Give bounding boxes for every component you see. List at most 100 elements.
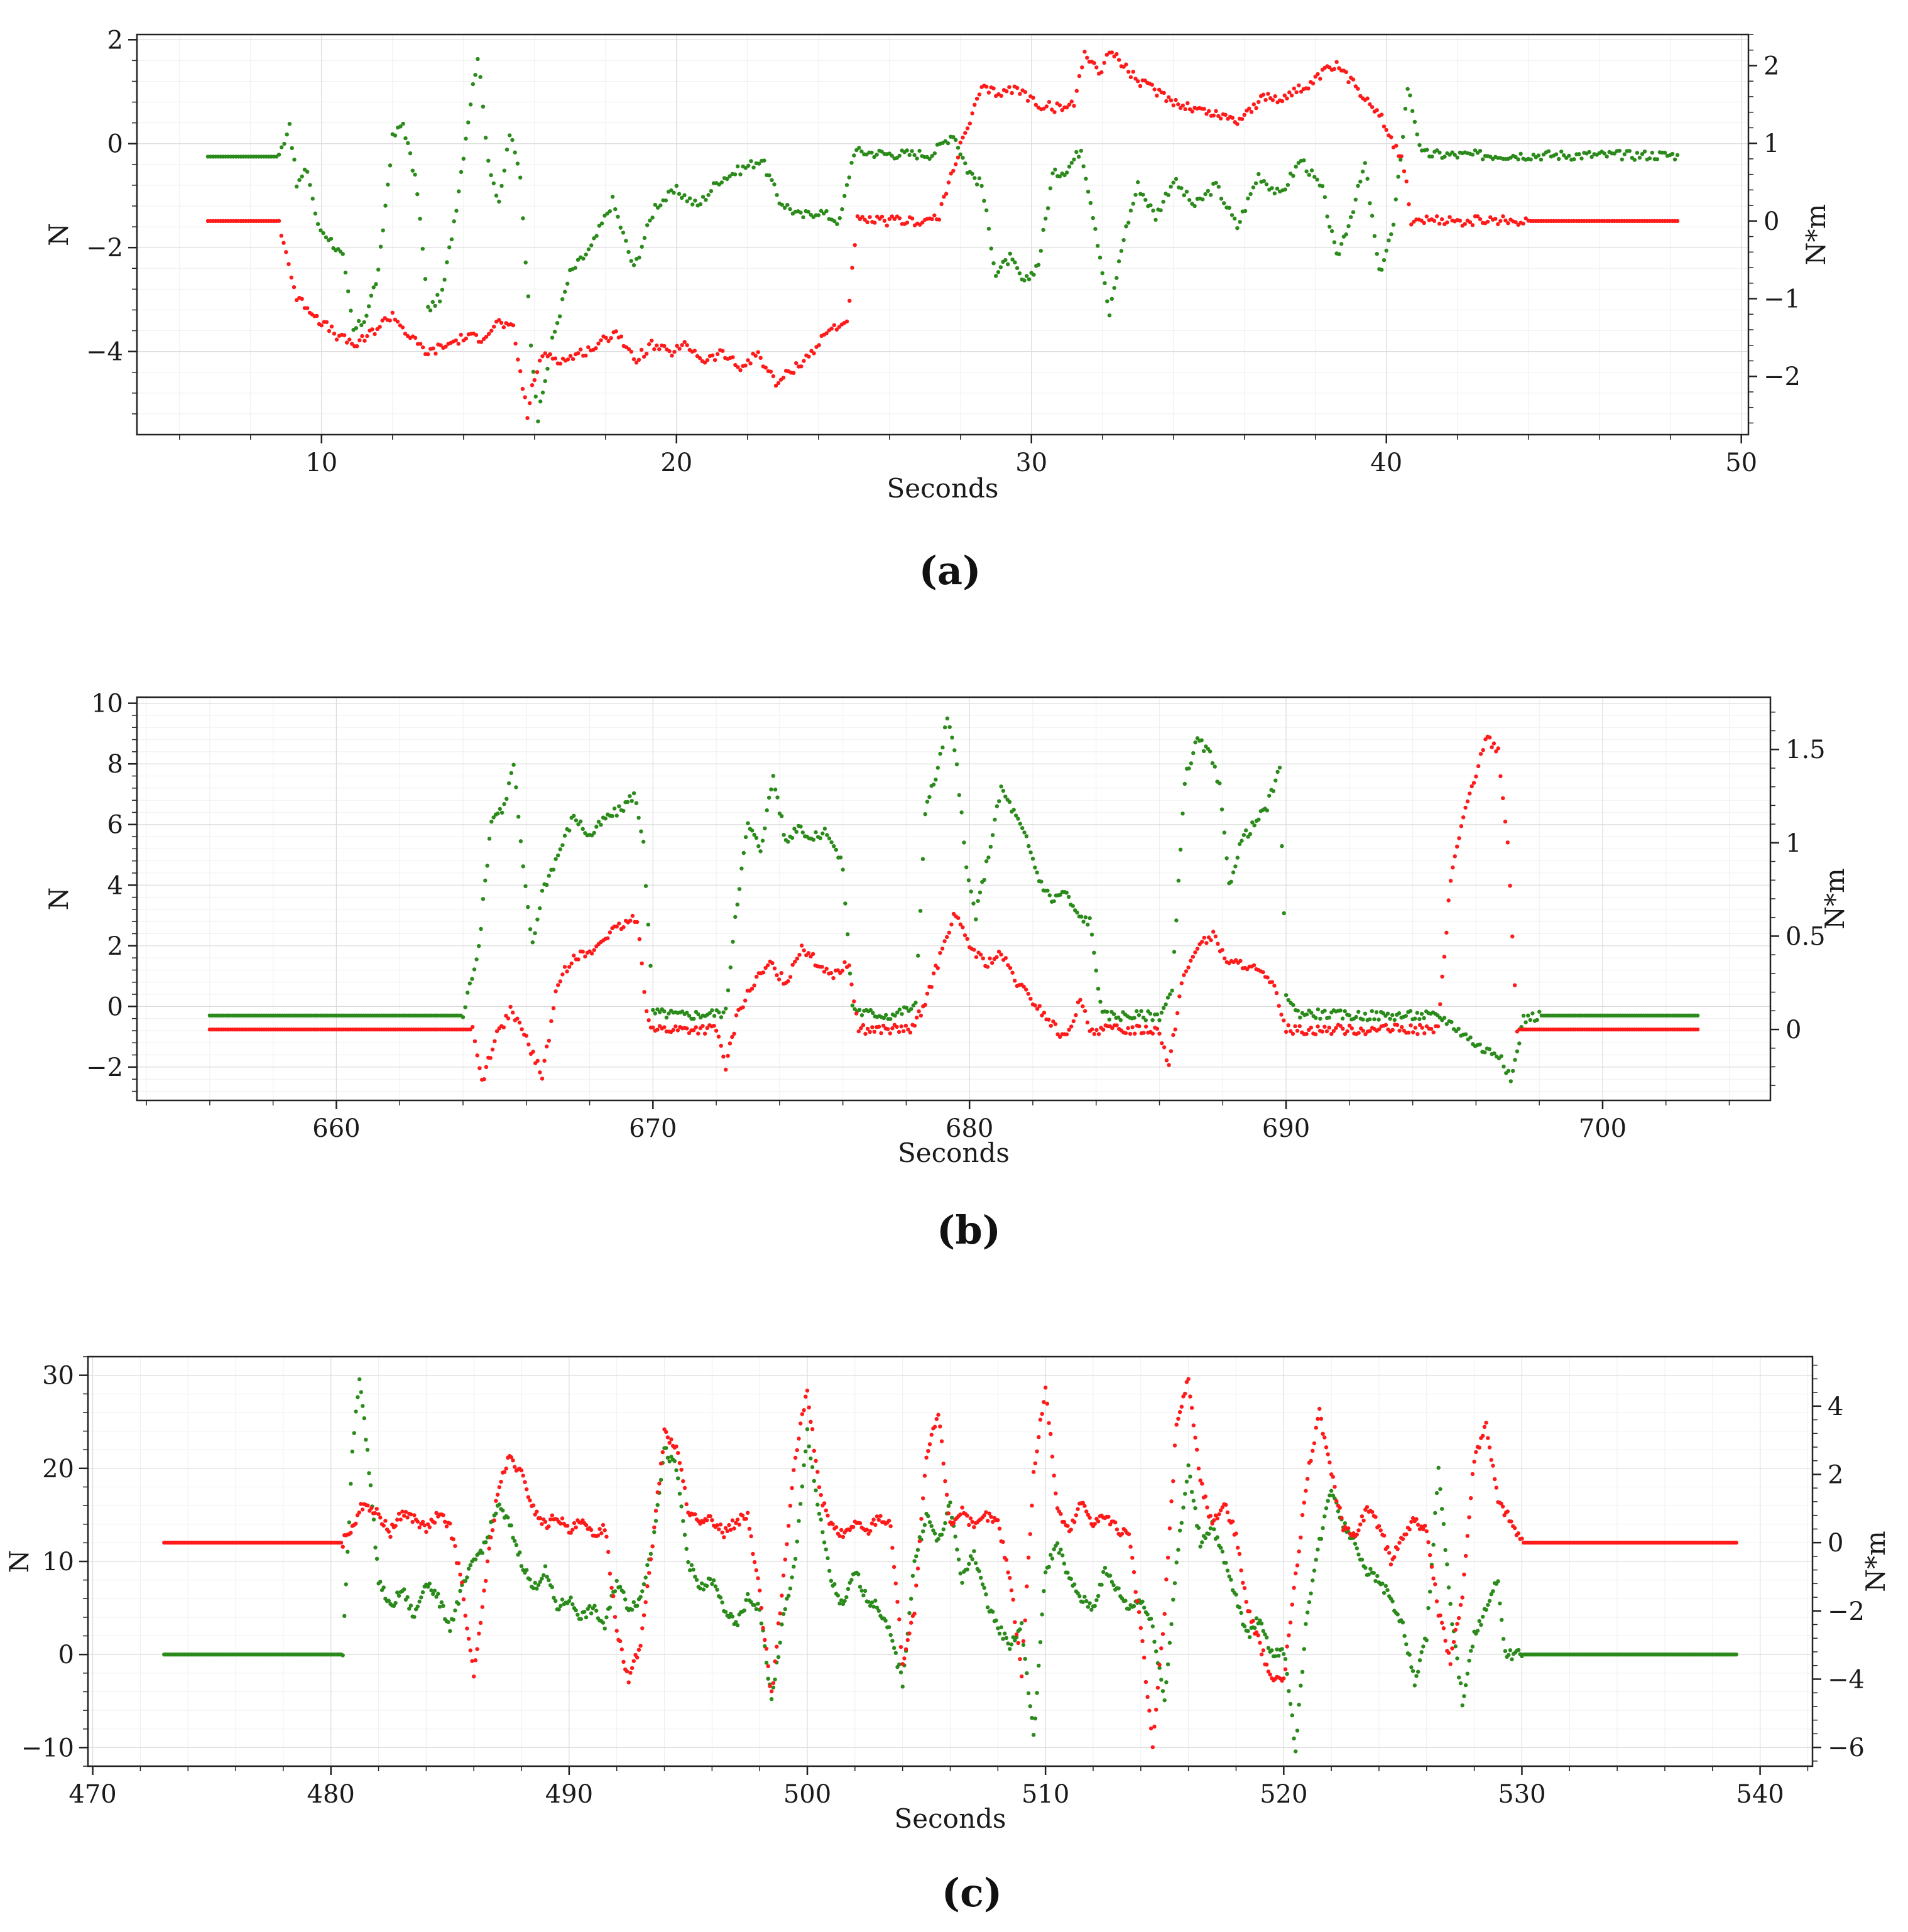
data-point <box>994 274 998 278</box>
data-point <box>1470 153 1475 157</box>
data-point <box>999 952 1003 957</box>
data-point <box>1447 153 1452 157</box>
data-point <box>596 1533 601 1538</box>
data-point <box>758 355 763 360</box>
data-point <box>741 850 746 855</box>
data-point <box>984 84 989 89</box>
data-point <box>986 855 991 860</box>
data-point <box>944 192 949 196</box>
data-point <box>1419 1012 1424 1016</box>
data-point <box>937 217 942 222</box>
data-point <box>776 1655 781 1659</box>
data-point <box>974 97 979 101</box>
data-point <box>1069 1577 1074 1581</box>
data-point <box>1437 221 1442 226</box>
data-point <box>1104 53 1109 57</box>
data-point <box>1042 1400 1046 1404</box>
y-left-tick-label: 8 <box>107 750 123 779</box>
data-point <box>868 1007 873 1012</box>
data-point <box>1193 1435 1197 1440</box>
data-point <box>514 785 518 790</box>
data-point <box>1081 920 1086 924</box>
data-point <box>746 358 750 362</box>
data-point <box>1309 1458 1313 1463</box>
data-point <box>470 1024 475 1029</box>
data-point <box>1424 1638 1429 1642</box>
data-point <box>1235 226 1240 231</box>
data-point <box>1032 273 1036 277</box>
data-point <box>1372 234 1377 239</box>
data-point <box>386 1529 391 1534</box>
data-point <box>1202 935 1207 940</box>
data-point <box>705 1583 709 1588</box>
data-point <box>884 1012 888 1018</box>
data-point <box>1053 1022 1058 1026</box>
data-point <box>1337 252 1341 256</box>
data-point <box>1173 1027 1177 1032</box>
data-point <box>1470 1644 1475 1649</box>
data-point <box>842 1598 847 1604</box>
data-point <box>996 1626 1000 1631</box>
data-point <box>1675 219 1680 224</box>
data-point <box>783 1607 788 1612</box>
data-point <box>1520 1536 1524 1541</box>
data-point <box>1432 219 1437 223</box>
data-point <box>999 1625 1003 1630</box>
data-point <box>662 1009 667 1014</box>
data-point <box>366 304 371 308</box>
data-point <box>1055 1541 1060 1546</box>
data-point <box>426 352 430 357</box>
data-point <box>619 1647 624 1652</box>
data-point <box>829 327 834 331</box>
data-point <box>1469 1496 1473 1501</box>
data-point <box>1076 1591 1080 1595</box>
data-point <box>967 1522 971 1528</box>
data-point <box>1306 86 1311 90</box>
data-point <box>570 357 575 361</box>
data-point <box>536 419 540 424</box>
data-point <box>1177 1410 1182 1414</box>
data-point <box>870 1600 875 1605</box>
data-point <box>908 1030 913 1035</box>
data-point <box>1235 855 1240 860</box>
data-point <box>1042 1589 1046 1593</box>
data-point <box>1238 220 1242 224</box>
data-point <box>866 1600 871 1604</box>
data-point <box>349 1482 353 1486</box>
data-point <box>855 214 860 219</box>
data-point <box>897 1617 902 1622</box>
y-left-axis-label: N <box>43 887 74 911</box>
data-point <box>719 1015 724 1019</box>
data-point <box>1627 149 1632 153</box>
y-right-tick-label: −4 <box>1828 1665 1865 1694</box>
data-point <box>1116 259 1121 264</box>
data-point <box>1635 151 1640 155</box>
data-point <box>959 810 964 815</box>
data-point <box>520 386 525 391</box>
data-point <box>898 1645 903 1649</box>
data-point <box>1579 156 1584 161</box>
data-point <box>617 921 621 926</box>
data-point <box>859 1588 864 1593</box>
data-point <box>946 180 951 185</box>
data-point <box>1246 196 1250 201</box>
data-point <box>624 1669 630 1674</box>
data-point <box>1478 217 1483 222</box>
data-point <box>535 1509 539 1514</box>
data-point <box>868 215 872 219</box>
data-point <box>1234 1531 1238 1536</box>
data-point <box>1023 1656 1027 1661</box>
data-point <box>1182 781 1187 786</box>
data-point <box>1020 826 1025 830</box>
data-point <box>1325 214 1329 219</box>
data-point <box>1033 1716 1038 1721</box>
data-point <box>1572 157 1576 161</box>
data-point <box>1219 197 1224 201</box>
data-point <box>648 219 652 223</box>
data-point <box>882 219 887 223</box>
data-point <box>1203 1494 1207 1499</box>
data-point <box>1072 1582 1077 1587</box>
data-point <box>1184 1479 1189 1484</box>
data-point <box>628 918 633 923</box>
data-point <box>641 839 646 844</box>
